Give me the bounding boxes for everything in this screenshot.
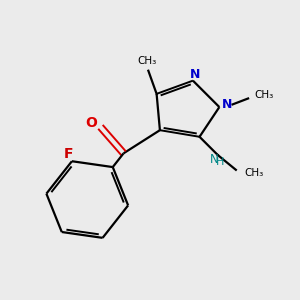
Text: F: F (64, 147, 74, 160)
Text: CH₃: CH₃ (255, 90, 274, 100)
Text: CH₃: CH₃ (244, 168, 263, 178)
Text: H: H (216, 157, 224, 167)
Text: O: O (85, 116, 97, 130)
Text: N: N (189, 68, 200, 81)
Text: N: N (221, 98, 232, 111)
Text: CH₃: CH₃ (137, 56, 156, 67)
Text: N: N (210, 153, 219, 166)
